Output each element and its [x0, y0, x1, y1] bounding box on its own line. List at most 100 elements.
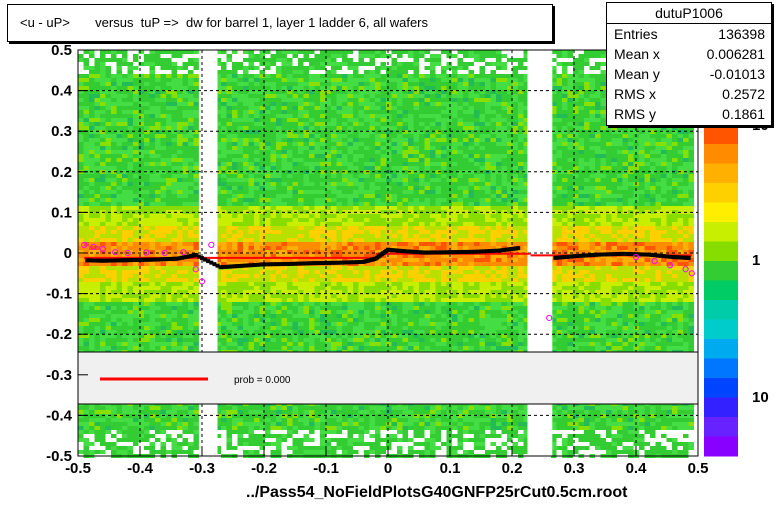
heatmap-cell	[276, 290, 282, 294]
heatmap-cell	[138, 318, 144, 322]
heatmap-cell	[270, 226, 276, 230]
heatmap-cell	[83, 190, 89, 194]
heatmap-cell	[215, 322, 221, 326]
heatmap-cell	[248, 422, 254, 426]
heatmap-cell	[243, 202, 249, 206]
heatmap-cell	[292, 78, 298, 82]
heatmap-cell	[144, 334, 150, 338]
heatmap-cell	[336, 190, 342, 194]
heatmap-cell	[248, 50, 254, 54]
heatmap-cell	[177, 182, 183, 186]
heatmap-cell	[116, 426, 122, 430]
heatmap-cell	[298, 306, 304, 310]
heatmap-cell	[160, 298, 166, 302]
heatmap-cell	[243, 298, 249, 302]
heatmap-cell	[83, 58, 89, 62]
heatmap-cell	[111, 74, 117, 78]
heatmap-cell	[215, 162, 221, 166]
heatmap-cell	[369, 182, 375, 186]
heatmap-cell	[347, 94, 353, 98]
heatmap-cell	[144, 138, 150, 142]
heatmap-cell	[78, 190, 84, 194]
heatmap-cell	[336, 186, 342, 190]
heatmap-cell	[298, 58, 304, 62]
heatmap-cell	[166, 162, 172, 166]
heatmap-cell	[364, 406, 370, 410]
heatmap-cell	[100, 342, 106, 346]
heatmap-cell	[303, 114, 309, 118]
heatmap-cell	[144, 446, 150, 450]
heatmap-cell	[78, 410, 84, 414]
heatmap-cell	[364, 270, 370, 274]
heatmap-cell	[226, 270, 232, 274]
heatmap-cell	[149, 146, 155, 150]
heatmap-cell	[270, 166, 276, 170]
heatmap-cell	[138, 198, 144, 202]
heatmap-cell	[94, 154, 100, 158]
heatmap-cell	[144, 298, 150, 302]
heatmap-cell	[298, 218, 304, 222]
heatmap-cell	[364, 250, 370, 254]
heatmap-cell	[221, 338, 227, 342]
heatmap-cell	[270, 58, 276, 62]
heatmap-cell	[188, 146, 194, 150]
heatmap-cell	[83, 182, 89, 186]
heatmap-cell	[105, 174, 111, 178]
heatmap-cell	[105, 114, 111, 118]
heatmap-cell	[166, 90, 172, 94]
heatmap-cell	[237, 134, 243, 138]
heatmap-cell	[270, 150, 276, 154]
heatmap-cell	[281, 406, 287, 410]
heatmap-cell	[281, 298, 287, 302]
heatmap-cell	[171, 190, 177, 194]
heatmap-cell	[215, 106, 221, 110]
heatmap-cell	[254, 338, 260, 342]
heatmap-cell	[331, 242, 337, 246]
heatmap-cell	[89, 86, 95, 90]
heatmap-cell	[122, 286, 128, 290]
heatmap-cell	[122, 110, 128, 114]
heatmap-cell	[287, 66, 293, 70]
heatmap-cell	[237, 270, 243, 274]
heatmap-cell	[358, 286, 364, 290]
heatmap-cell	[193, 226, 199, 230]
heatmap-cell	[122, 322, 128, 326]
heatmap-cell	[369, 178, 375, 182]
heatmap-cell	[122, 238, 128, 242]
heatmap-cell	[375, 66, 381, 70]
heatmap-cell	[369, 422, 375, 426]
heatmap-cell	[89, 414, 95, 418]
heatmap-cell	[144, 146, 150, 150]
heatmap-cell	[226, 58, 232, 62]
heatmap-cell	[364, 142, 370, 146]
heatmap-cell	[336, 106, 342, 110]
heatmap-cell	[281, 246, 287, 250]
heatmap-cell	[309, 338, 315, 342]
heatmap-cell	[314, 126, 320, 130]
heatmap-cell	[160, 174, 166, 178]
heatmap-cell	[144, 270, 150, 274]
heatmap-cell	[144, 230, 150, 234]
heatmap-cell	[83, 426, 89, 430]
heatmap-cell	[309, 246, 315, 250]
heatmap-cell	[193, 150, 199, 154]
heatmap-cell	[100, 442, 106, 446]
heatmap-cell	[105, 162, 111, 166]
heatmap-cell	[122, 418, 128, 422]
heatmap-cell	[89, 254, 95, 258]
heatmap-cell	[314, 346, 320, 350]
heatmap-cell	[287, 346, 293, 350]
heatmap-cell	[347, 342, 353, 346]
heatmap-cell	[309, 122, 315, 126]
heatmap-cell	[325, 406, 331, 410]
heatmap-cell	[347, 294, 353, 298]
heatmap-cell	[292, 310, 298, 314]
heatmap-cell	[171, 90, 177, 94]
heatmap-cell	[94, 418, 100, 422]
heatmap-cell	[270, 206, 276, 210]
heatmap-cell	[133, 218, 139, 222]
heatmap-cell	[336, 438, 342, 442]
heatmap-cell	[298, 258, 304, 262]
heatmap-cell	[369, 98, 375, 102]
heatmap-cell	[303, 342, 309, 346]
